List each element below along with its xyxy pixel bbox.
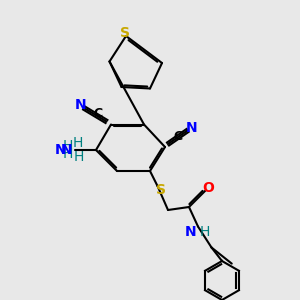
Text: N: N [55, 143, 67, 157]
Text: C: C [173, 130, 182, 143]
Text: H: H [62, 139, 73, 152]
Text: N: N [75, 98, 86, 112]
Text: N: N [61, 143, 73, 157]
Text: S: S [119, 26, 130, 40]
Text: O: O [202, 181, 214, 194]
Text: H: H [62, 148, 73, 161]
Text: H: H [73, 136, 83, 150]
Text: S: S [156, 183, 166, 196]
Text: N: N [185, 121, 197, 134]
Text: H: H [200, 226, 210, 239]
Text: N: N [185, 226, 197, 239]
Text: H: H [74, 150, 84, 164]
Text: C: C [93, 106, 102, 120]
